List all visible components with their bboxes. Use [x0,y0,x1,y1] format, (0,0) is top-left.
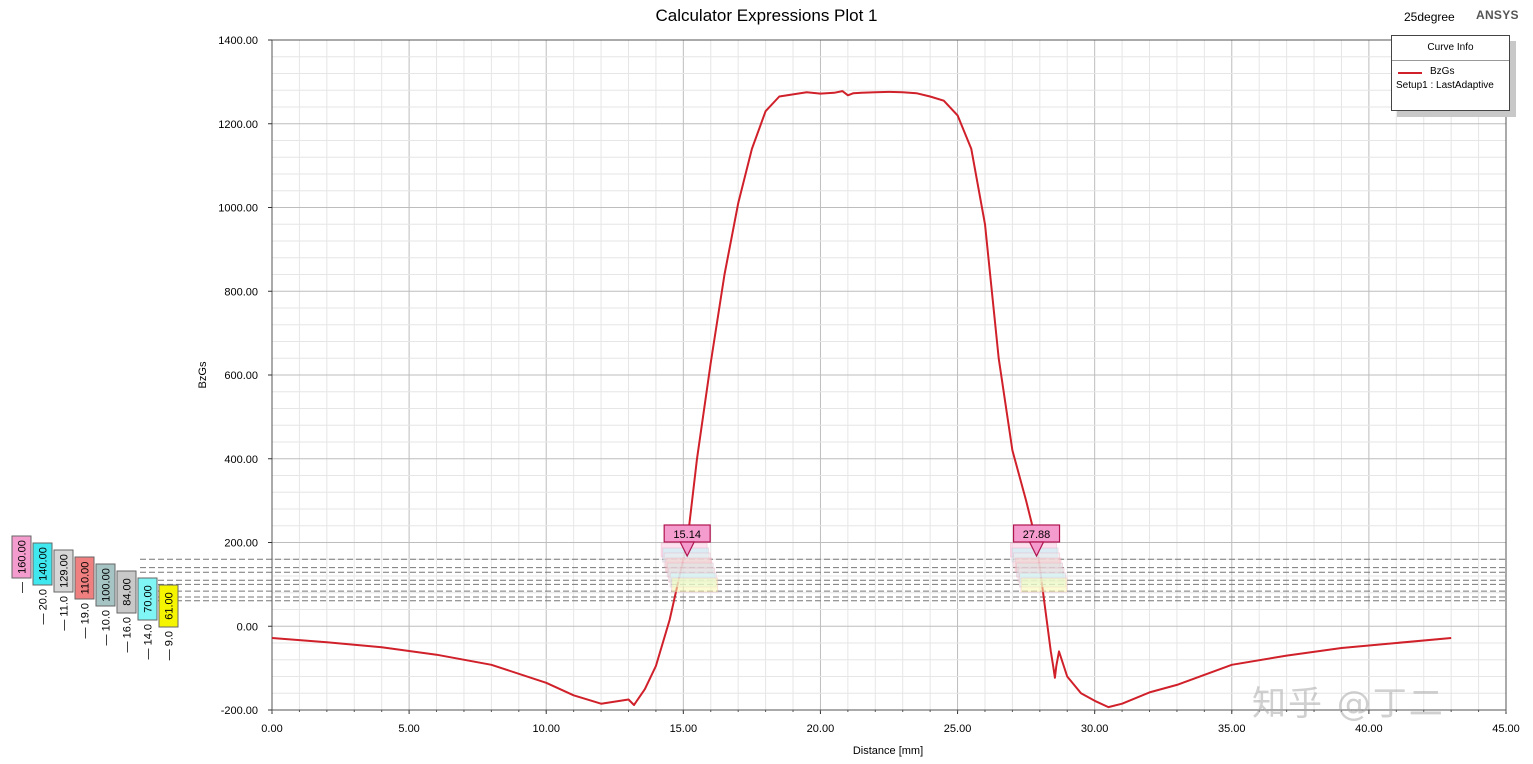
threshold-tag-box [95,563,116,607]
threshold-tag[interactable]: 84.00 — 16.0 [116,570,137,652]
threshold-tag[interactable]: 100.00 — 10.0 [95,563,116,645]
threshold-tag[interactable]: 110.00 — 19.0 [74,556,95,638]
chart-grid [271,39,1507,711]
threshold-tag-value: 70.00 [143,585,155,613]
watermark-text: 知乎 @丁二 [1252,684,1445,724]
threshold-tag[interactable]: 61.00 — 9.0 [158,584,179,660]
threshold-tags: 160.00 — 140.00 — 20.0 129.00 — 11.0 110.00 — 1… [11,535,179,660]
threshold-tag-box [74,556,95,600]
y-tick-label: 400.00 [224,454,258,466]
y-tick-label: 0.00 [237,621,258,633]
legend-entry-bzgs[interactable]: BzGs [1392,65,1509,80]
y-tick-label: 1400.00 [218,35,258,47]
x-tick-label: 25.00 [944,723,972,735]
marker-pointer [1028,541,1045,558]
threshold-tag-side-label: — 20.0 [38,589,50,624]
threshold-tag-side-label: — 14.0 [143,624,155,659]
y-tick-label: -200.00 [221,705,258,717]
threshold-tag-box [158,584,179,628]
x-tick-label: 30.00 [1081,723,1109,735]
threshold-tag[interactable]: 140.00 — 20.0 [32,542,53,624]
threshold-tag-value: 84.00 [122,578,134,606]
threshold-tag[interactable]: 160.00 — [11,535,32,593]
data-series-bzgs[interactable] [271,90,1452,709]
threshold-tag-value: 100.00 [101,568,113,602]
threshold-tag-box [116,570,137,614]
subtitle-label: 25degree [1404,10,1455,24]
marker-ghost-tag [1020,577,1068,593]
threshold-tag-value: 110.00 [80,562,92,595]
x-tick-label: 20.00 [807,723,835,735]
legend-box[interactable]: Curve Info BzGs Setup1 : LastAdaptive [1391,35,1510,111]
threshold-tag-value: 140.00 [38,547,50,581]
legend-line-swatch [1398,72,1422,74]
legend-title: Curve Info [1392,36,1509,61]
threshold-tag-side-label: — [17,582,29,593]
threshold-tag-box [11,535,32,579]
y-tick-label: 1000.00 [218,203,258,215]
marker-value-label: 27.88 [1023,529,1051,541]
threshold-tag-side-label: — 10.0 [101,610,113,645]
y-axis-label: BzGs [197,361,209,388]
x-tick-label: 10.00 [532,723,560,735]
threshold-tag[interactable]: 70.00 — 14.0 [137,577,158,659]
x-axis-label: Distance [mm] [853,745,923,757]
x-tick-label: 5.00 [398,723,419,735]
marker-layer: 15.14 27.88 [660,524,1068,593]
threshold-tag-side-label: — 11.0 [59,596,71,631]
brand-logo: ANSYS [1476,8,1519,22]
threshold-tag-side-label: — 16.0 [122,617,134,652]
threshold-tag-value: 160.00 [17,540,29,574]
legend-series-name: BzGs [1430,66,1455,77]
x-tick-label: 15.00 [670,723,698,735]
marker-15.14[interactable]: 15.14 [663,524,711,558]
x-tick-label: 35.00 [1218,723,1246,735]
threshold-tag-value: 61.00 [164,592,176,620]
marker-27.88[interactable]: 27.88 [1012,524,1061,558]
threshold-tag[interactable]: 129.00 — 11.0 [53,549,74,631]
x-tick-label: 45.00 [1492,723,1520,735]
threshold-tag-value: 129.00 [59,554,71,588]
marker-pointer [679,541,696,558]
y-tick-label: 600.00 [224,370,258,382]
threshold-tag-side-label: — 19.0 [80,603,92,638]
threshold-tag-side-label: — 9.0 [164,631,176,660]
axis-ticks: 0.00 5.00 10.00 15.00 20.00 25.00 30.00 35.00 40… [218,35,1520,735]
marker-value-label: 15.14 [673,529,701,541]
marker-ghost-tag [671,577,719,593]
x-tick-label: 40.00 [1355,723,1383,735]
threshold-tag-box [53,549,74,593]
y-tick-label: 200.00 [224,538,258,550]
legend-setup-label: Setup1 : LastAdaptive [1396,80,1494,91]
y-tick-label: 1200.00 [218,119,258,131]
x-tick-label: 0.00 [261,723,282,735]
y-tick-label: 800.00 [224,286,258,298]
threshold-tag-box [137,577,158,621]
threshold-lines [140,558,1506,602]
curve-layer [271,90,1452,709]
chart-title: Calculator Expressions Plot 1 [655,6,878,25]
threshold-tag-box [32,542,53,586]
